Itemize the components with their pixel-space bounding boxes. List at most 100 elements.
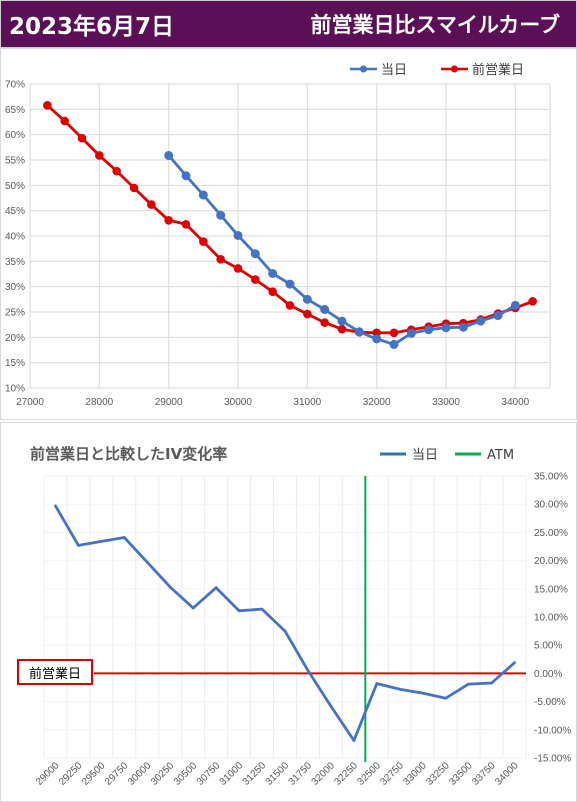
data-point-change-today [329, 704, 333, 708]
chart2-y-tick-label: 5.00% [534, 641, 562, 652]
data-point-prev [77, 133, 87, 143]
chart1-y-tick-label: 65% [5, 105, 25, 116]
data-point-today [181, 171, 191, 181]
data-point-prev [95, 151, 104, 160]
data-point-prev [233, 264, 243, 273]
legend-item-atm: ATM [455, 448, 514, 463]
chart1-x-tick-label: 32000 [363, 397, 391, 408]
data-point-today [164, 150, 174, 160]
chart1-x-tick-label: 34000 [501, 397, 529, 408]
data-point-today [285, 279, 295, 289]
data-point-today [320, 304, 330, 314]
chart1-x-tick-label: 27000 [16, 397, 44, 408]
legend-marker-today [360, 65, 367, 73]
data-point-today [198, 190, 208, 200]
data-point-change-today [490, 681, 493, 685]
data-point-change-today [214, 586, 218, 590]
chart1-y-tick-label: 25% [5, 308, 25, 319]
header-title: 前営業日比スマイルカーブ [310, 13, 560, 37]
chart2-y-tick-label: 25.00% [534, 528, 568, 539]
chart2-y-tick-label: 20.00% [534, 556, 568, 567]
data-point-prev [147, 200, 156, 209]
chart1-y-tick-label: 15% [5, 358, 25, 369]
legend-label-today: 当日 [381, 63, 407, 78]
chart1-x-axis: 27000 28000 29000 30000 31000 32000 33000 34000 [16, 397, 530, 408]
data-point-today [406, 328, 416, 338]
data-point-change-today [54, 504, 57, 508]
chart2-series [54, 476, 526, 762]
data-point-change-today [421, 691, 425, 695]
data-point-prev [216, 255, 225, 264]
chart1-gridlines [29, 83, 551, 389]
data-point-today [268, 268, 278, 278]
chart1-x-tick-label: 31000 [293, 397, 321, 408]
data-point-prev [268, 287, 277, 297]
data-point-today [424, 325, 434, 335]
reference-line-label: 前営業日 [17, 659, 93, 685]
data-point-today [510, 300, 520, 310]
chart2-y-tick-label: 10.00% [534, 613, 568, 624]
data-point-today [493, 311, 503, 321]
data-point-prev [199, 237, 208, 246]
data-point-prev [60, 116, 69, 126]
data-point-change-today [306, 669, 310, 672]
data-point-change-today [237, 609, 241, 613]
data-point-change-today [122, 536, 126, 539]
chart1-y-tick-label: 10% [5, 384, 25, 395]
data-point-today [389, 339, 399, 349]
chart1-y-tick-label: 40% [5, 232, 25, 243]
chart1-y-tick-label: 70% [5, 80, 25, 91]
data-point-prev [129, 183, 139, 193]
chart2-y-axis: 35.00% 30.00% 25.00% 20.00% 15.00% 10.00% 5.00… [534, 472, 571, 765]
data-point-today [372, 334, 382, 344]
chart2-y-tick-label: 35.00% [534, 472, 568, 483]
data-point-prev [389, 328, 399, 338]
data-point-prev [112, 166, 121, 176]
header-bar: 2023年6月7日 前営業日比スマイルカーブ [0, 0, 577, 48]
data-point-prev [251, 275, 260, 284]
data-point-change-today [467, 682, 471, 686]
chart1-y-tick-label: 45% [5, 206, 25, 217]
data-point-today [233, 230, 243, 240]
chart2-frame [0, 422, 577, 802]
legend-item-today: 当日 [350, 63, 407, 78]
smile-curve-chart: 10%15%20%25%30%35%40%45%50%55%60%65%70% … [0, 48, 577, 420]
data-point-prev [528, 297, 537, 306]
data-point-change-today [352, 739, 356, 742]
chart1-x-tick-label: 28000 [85, 397, 113, 408]
data-point-change-today [168, 585, 172, 589]
chart2-y-tick-label: -10.00% [534, 725, 571, 736]
legend-label-prev: 前営業日 [472, 62, 524, 78]
data-point-change-today [145, 560, 149, 564]
header-date: 2023年6月7日 [9, 14, 175, 40]
chart1-y-tick-label: 35% [5, 257, 25, 268]
legend-label-atm: ATM [487, 448, 514, 463]
chart1-y-tick-label: 60% [5, 130, 25, 141]
data-point-prev [337, 324, 347, 334]
data-point-today [216, 210, 226, 220]
legend-item-change-today: 当日 [380, 448, 438, 463]
data-point-today [441, 323, 451, 333]
data-point-prev [303, 309, 312, 319]
chart1-legend: 当日 前営業日 [350, 62, 524, 78]
data-point-change-today [283, 629, 287, 633]
data-point-prev [43, 100, 52, 110]
data-point-prev [181, 220, 191, 229]
data-point-change-today [375, 682, 379, 685]
data-point-today [354, 327, 364, 337]
chart2-title: 前営業日と比較したIV変化率 [30, 445, 227, 463]
legend-item-prev: 前営業日 [441, 62, 524, 78]
data-point-change-today [398, 687, 402, 691]
chart2-y-tick-label: -15.00% [534, 754, 571, 765]
iv-change-chart: 前営業日と比較したIV変化率 当日 ATM 35.00% 30.00% 25.00%… [0, 422, 577, 802]
data-point-prev [320, 318, 329, 327]
legend-marker-prev [451, 65, 458, 73]
data-point-change-today [99, 540, 103, 543]
chart1-frame [0, 48, 577, 420]
chart1-y-tick-label: 50% [5, 181, 25, 192]
chart1-y-tick-label: 30% [5, 282, 25, 293]
chart1-y-tick-label: 20% [5, 333, 25, 344]
data-point-prev [164, 215, 173, 225]
data-point-change-today [260, 607, 264, 611]
data-point-change-today [77, 543, 80, 547]
